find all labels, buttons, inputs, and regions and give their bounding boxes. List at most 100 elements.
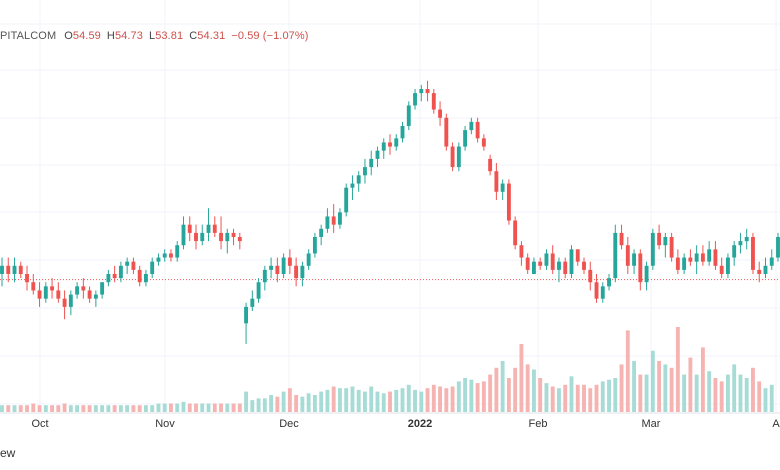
volume-bar [225, 403, 230, 412]
candle [550, 245, 555, 274]
volume-bar [569, 376, 574, 412]
candle-body [187, 224, 192, 233]
x-tick-label: Mar [641, 418, 661, 430]
candle [150, 257, 155, 279]
candle [425, 80, 430, 102]
candle [319, 224, 324, 246]
candle-body [675, 257, 680, 270]
candle-body [50, 286, 55, 291]
candle [531, 257, 536, 274]
volume-bar [143, 405, 148, 412]
candle [137, 265, 142, 287]
candle [444, 113, 449, 151]
candle [169, 249, 173, 262]
volume-bar [619, 364, 624, 412]
volume-bar [43, 405, 48, 412]
volume-bar [481, 381, 486, 412]
candle [763, 257, 768, 279]
volume-bar [500, 361, 505, 412]
volume-bar [657, 361, 662, 412]
candle-body [538, 261, 543, 266]
candle-body [68, 294, 73, 307]
candle [650, 228, 655, 270]
candle-body [657, 232, 662, 246]
candle [6, 257, 11, 283]
candle-body [287, 257, 292, 266]
candle [56, 282, 61, 303]
volume-bar [406, 384, 411, 412]
candle [312, 232, 317, 258]
candle-body [337, 212, 342, 225]
candle [475, 117, 480, 143]
candle [463, 126, 468, 151]
volume-bar [475, 383, 480, 412]
candle-body [37, 290, 42, 299]
candle [450, 142, 455, 172]
symbol-name: PITALCOM [0, 30, 57, 42]
candle-body [725, 257, 730, 274]
candle [619, 224, 624, 250]
candle-body [137, 269, 142, 283]
candle [200, 224, 205, 246]
candle-body [250, 298, 255, 307]
candle-body [206, 224, 211, 233]
volume-bar [50, 405, 55, 412]
candle [456, 142, 461, 172]
candle [738, 232, 743, 254]
candle [287, 249, 292, 274]
candle-body [506, 183, 511, 221]
volume-bar [531, 369, 536, 412]
candle [613, 224, 618, 283]
volume-bar [244, 391, 249, 412]
candle [175, 241, 180, 262]
volume-bar [350, 386, 355, 412]
candle-body [319, 228, 324, 237]
candle-body [43, 286, 48, 299]
candle-body [150, 261, 155, 274]
candle-body [438, 109, 443, 118]
volume-bar [187, 403, 192, 412]
volume-bar [763, 388, 768, 412]
candle-body [425, 89, 430, 94]
candle [225, 228, 230, 254]
candle [575, 249, 580, 266]
volume-bar [175, 403, 180, 412]
candle [162, 249, 167, 262]
candle [594, 274, 599, 303]
candle [563, 257, 568, 279]
volume-bar [287, 388, 292, 412]
candle [262, 265, 267, 291]
candle [75, 282, 80, 299]
candle-body [544, 253, 549, 266]
candle [194, 224, 198, 250]
volume-bar [450, 386, 455, 412]
candle-body [650, 232, 655, 266]
volume-bar [62, 403, 67, 412]
volume-bar [413, 389, 417, 412]
candle [231, 228, 236, 246]
candle-body [106, 274, 111, 283]
volume-bar [156, 403, 161, 412]
candle-body [306, 253, 311, 266]
candle-body [62, 298, 67, 307]
candle [713, 241, 718, 270]
volume-bar [137, 405, 142, 412]
candle-body [175, 245, 180, 258]
volume-bar [294, 395, 299, 412]
candle [206, 208, 211, 242]
volume-bar [369, 386, 374, 412]
volume-bar [613, 378, 618, 412]
volume-bar [757, 381, 762, 412]
candle [719, 257, 724, 279]
candle [100, 282, 105, 299]
candle-body [619, 232, 624, 246]
volume-bar [381, 393, 386, 412]
volume-bar [707, 371, 712, 412]
candle [657, 224, 662, 250]
candle [506, 179, 511, 225]
candle [281, 253, 286, 279]
volume-bar [625, 330, 630, 412]
candle-body [388, 142, 392, 147]
candle-body [12, 265, 17, 274]
